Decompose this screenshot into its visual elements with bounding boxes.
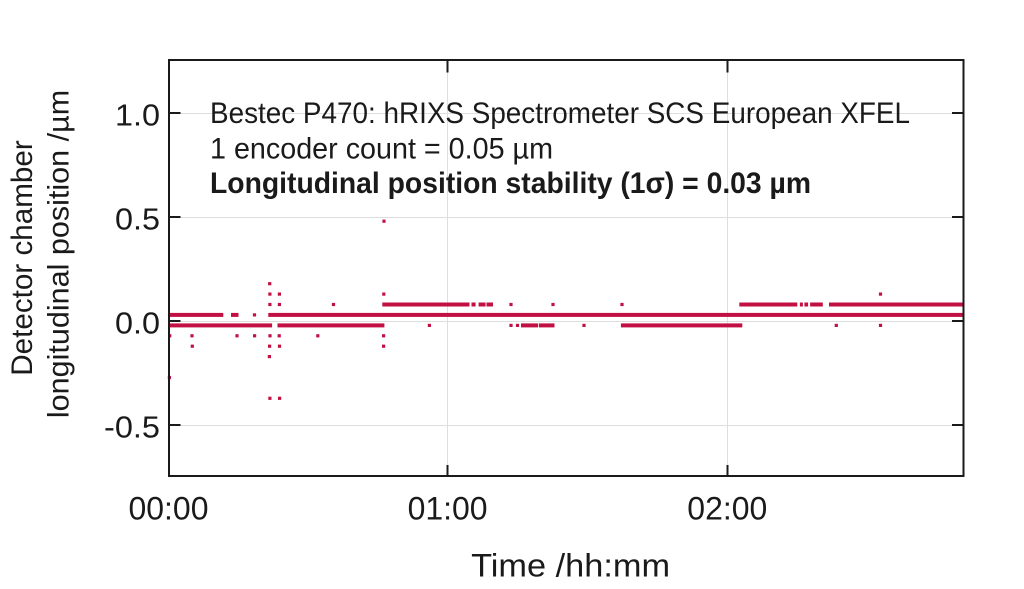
svg-text:1.0: 1.0	[115, 97, 160, 132]
svg-text:01:00: 01:00	[408, 490, 488, 526]
svg-text:Detector chamber: Detector chamber	[6, 140, 39, 376]
svg-text:00:00: 00:00	[129, 490, 209, 526]
svg-text:0.5: 0.5	[115, 202, 160, 237]
svg-text:Bestec P470: hRIXS Spectromete: Bestec P470: hRIXS Spectrometer SCS Euro…	[210, 97, 910, 130]
svg-text:-0.5: -0.5	[104, 410, 160, 445]
svg-text:Time /hh:mm: Time /hh:mm	[471, 548, 670, 584]
svg-text:Longitudinal position stabilit: Longitudinal position stability (1σ) = 0…	[210, 167, 811, 200]
svg-text:0.0: 0.0	[115, 306, 160, 341]
svg-text:02:00: 02:00	[687, 490, 767, 526]
svg-text:1 encoder count = 0.05 µm: 1 encoder count = 0.05 µm	[210, 132, 553, 165]
svg-text:longitudinal position /µm: longitudinal position /µm	[43, 90, 76, 418]
